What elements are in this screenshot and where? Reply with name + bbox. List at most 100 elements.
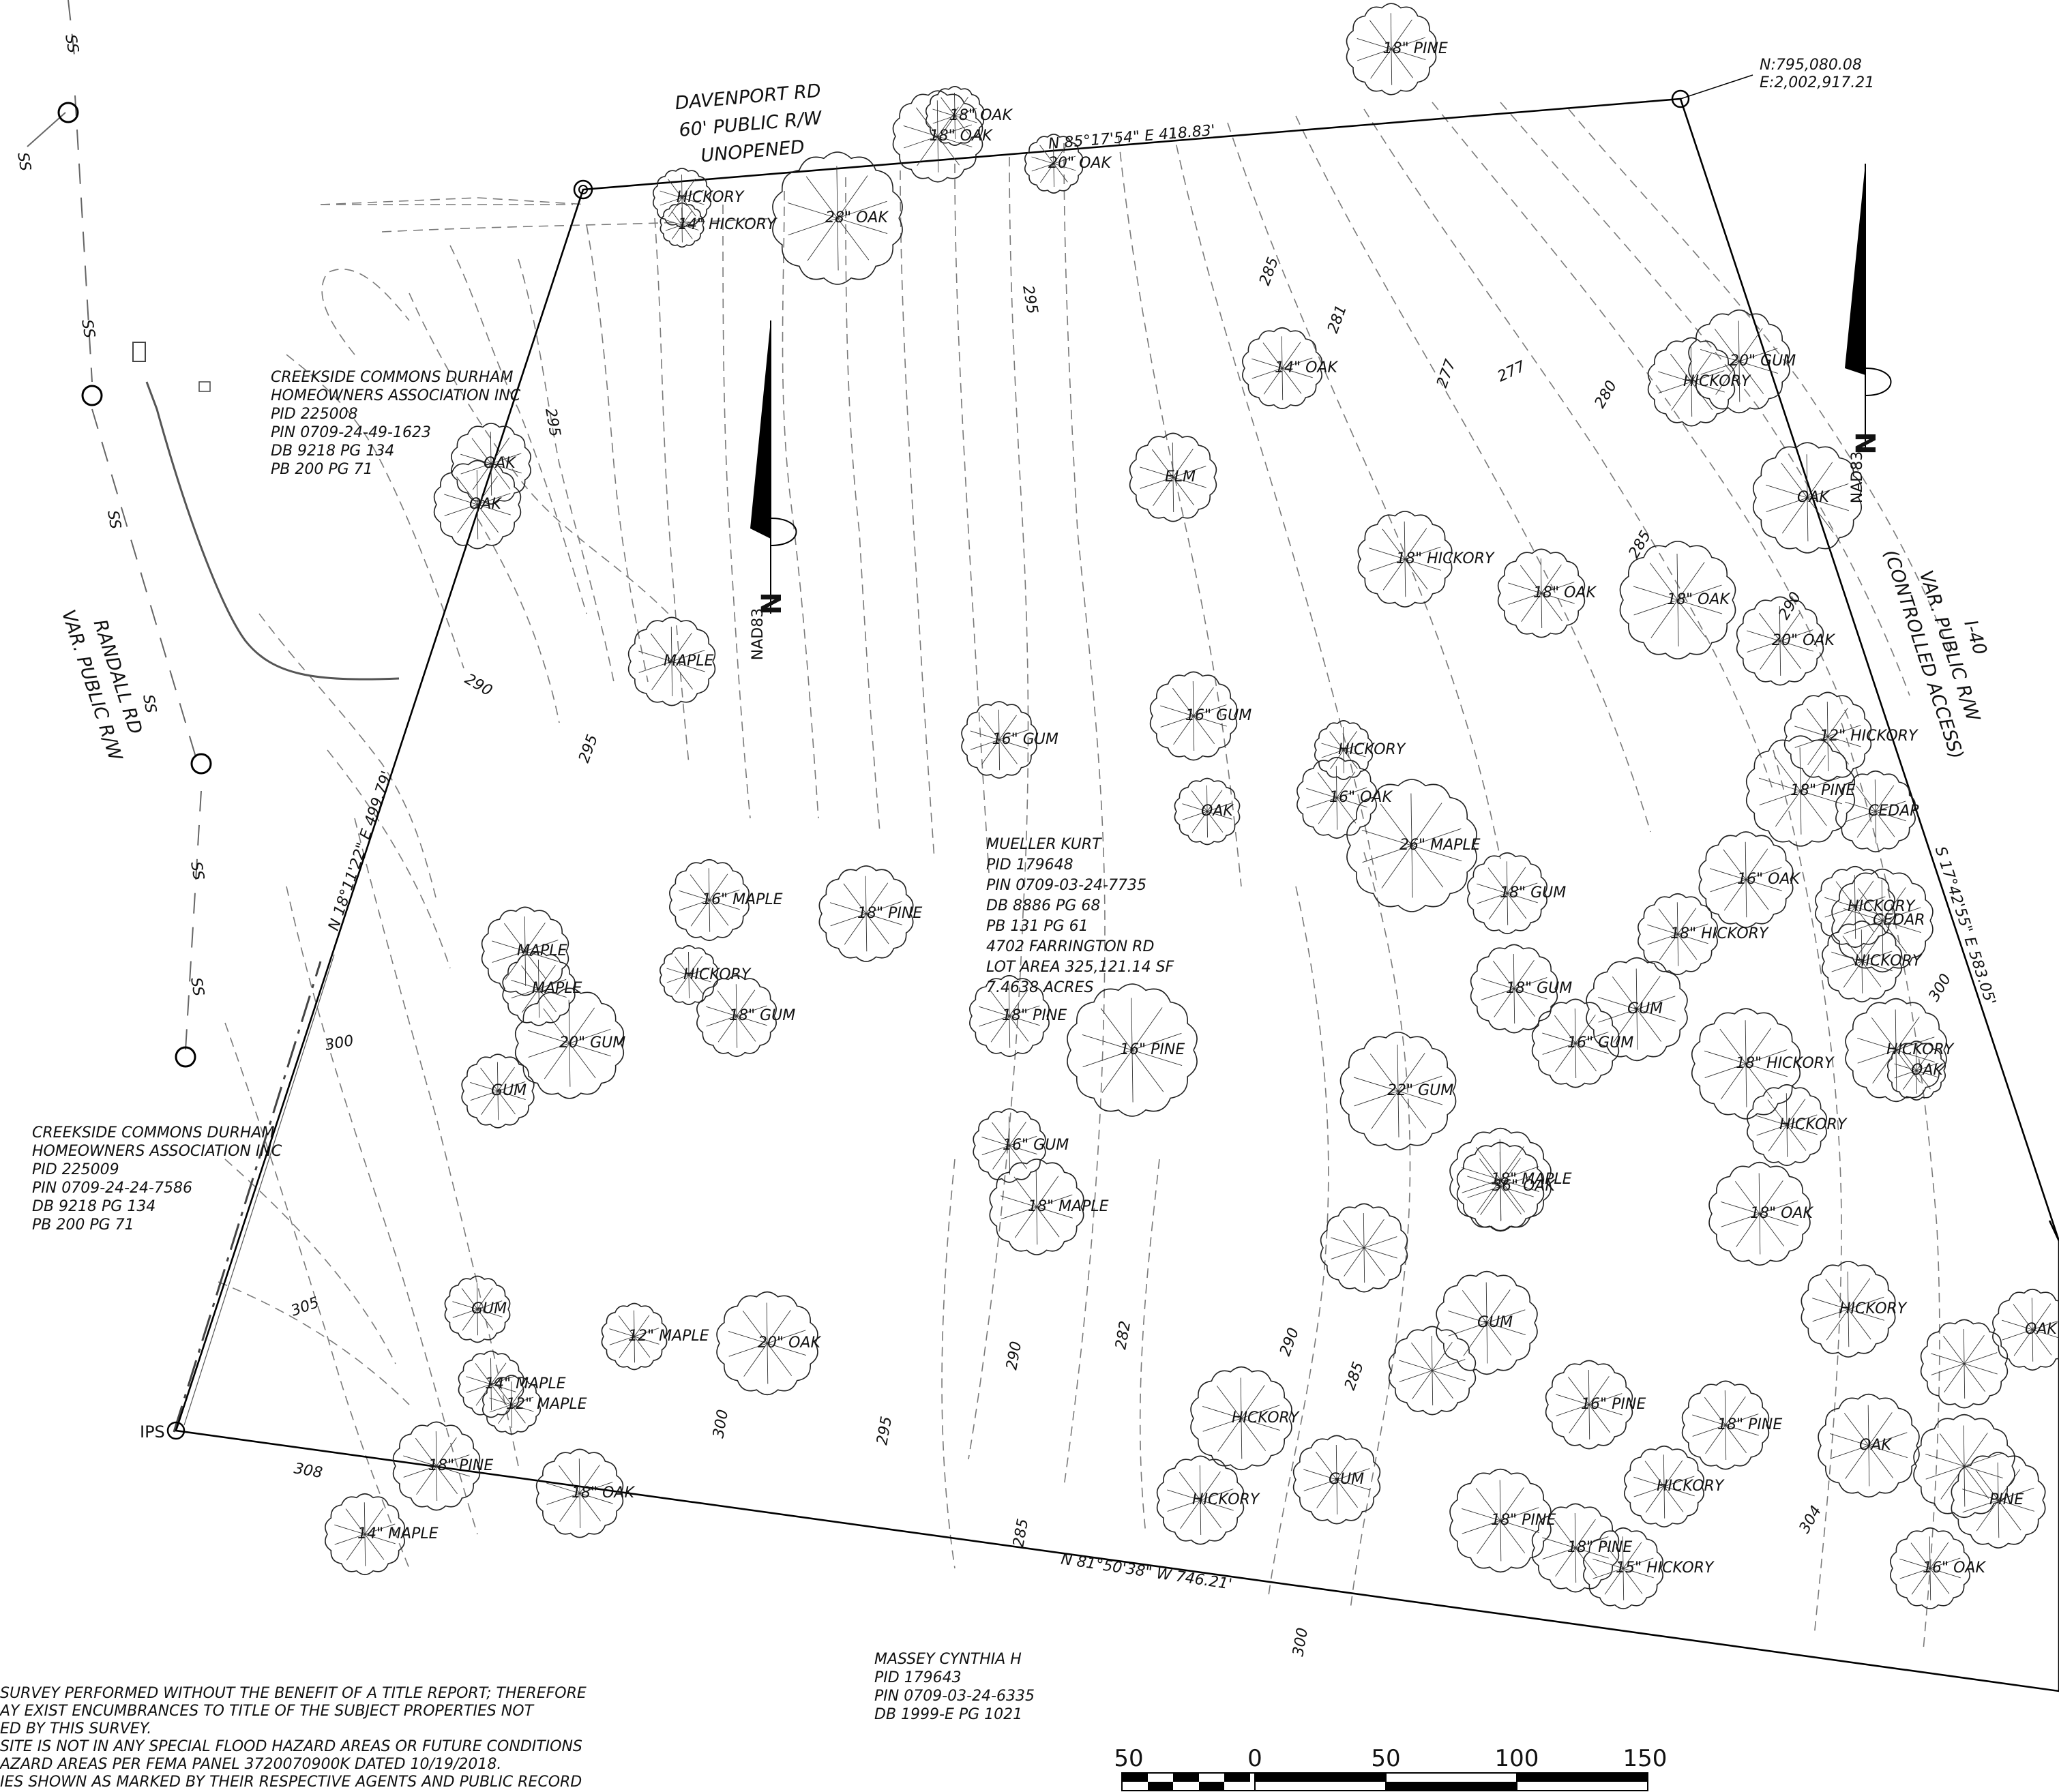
tree-label: 14" MAPLE <box>357 1525 439 1542</box>
creekside_north-line-5: PB 200 PG 71 <box>271 461 373 478</box>
tree-label: 36" OAK <box>1492 1178 1556 1195</box>
tree-label: 12" MAPLE <box>506 1396 587 1413</box>
scale-label-0: 50 <box>1114 1745 1143 1772</box>
tree-label: 28" OAK <box>825 209 889 226</box>
corner-ips-label: IPS <box>140 1422 165 1442</box>
tree-label: HICKORY <box>1839 1300 1908 1317</box>
subject-line-3: DB 8886 PG 68 <box>986 897 1100 914</box>
corner-coordinate-e: E:2,002,917.21 <box>1760 74 1874 91</box>
sewer-label: SS <box>187 861 207 882</box>
tree-label: 18" PINE <box>1383 40 1448 57</box>
tree-label: OAK <box>1797 489 1830 506</box>
tree-label: 16" GUM <box>1185 707 1251 724</box>
subject-line-6: LOT AREA 325,121.14 SF <box>986 959 1174 976</box>
sewer-label: SS <box>61 33 81 55</box>
tree-label: MAPLE <box>517 942 567 959</box>
tree-label: OAK <box>2025 1321 2058 1338</box>
tree-label: 16" GUM <box>1003 1137 1069 1154</box>
creekside_south-line-4: DB 9218 PG 134 <box>32 1198 155 1215</box>
tree-label: 20" OAK <box>1048 155 1112 172</box>
tree-label: 18" MAPLE <box>1028 1198 1109 1215</box>
corner-coordinate-n: N:795,080.08 <box>1760 57 1862 74</box>
tree-label: 18" OAK <box>1667 591 1730 608</box>
tree-label: 18" OAK <box>572 1484 635 1502</box>
tree-label: 18" HICKORY <box>1396 550 1495 567</box>
tree-label: 20" OAK <box>758 1334 821 1352</box>
tree-label: 18" HICKORY <box>1670 925 1769 942</box>
tree-label: HICKORY <box>1657 1478 1725 1495</box>
note-line-5: IES SHOWN AS MARKED BY THEIR RESPECTIVE … <box>0 1774 582 1791</box>
massey-line-1: PID 179643 <box>874 1669 962 1686</box>
tree-label: CEDAR <box>1868 803 1921 820</box>
note-line-3: SITE IS NOT IN ANY SPECIAL FLOOD HAZARD … <box>0 1738 582 1755</box>
tree-label: HICKORY <box>677 189 745 206</box>
tree-label: 20" GUM <box>559 1034 625 1051</box>
note-line-0: SURVEY PERFORMED WITHOUT THE BENEFIT OF … <box>0 1685 587 1702</box>
tree-label: 16" GUM <box>992 731 1058 748</box>
tree-label: 18" PINE <box>1717 1416 1782 1433</box>
tree-label: OAK <box>1859 1437 1892 1454</box>
tree-label: 18" PINE <box>1491 1512 1556 1529</box>
creekside_north-line-1: HOMEOWNERS ASSOCIATION INC <box>271 387 521 404</box>
note-line-2: ED BY THIS SURVEY. <box>0 1720 151 1737</box>
tree-label: HICKORY <box>1192 1491 1260 1508</box>
subject-line-5: 4702 FARRINGTON RD <box>986 938 1154 955</box>
creekside_south-line-5: PB 200 PG 71 <box>32 1216 134 1234</box>
tree-label: 18" PINE <box>428 1457 493 1474</box>
tree-label: 14" OAK <box>1275 359 1338 376</box>
tree-label: 16" OAK <box>1923 1559 1986 1577</box>
tree-label: 18" GUM <box>729 1007 795 1024</box>
tree-label: 20" OAK <box>1772 632 1835 649</box>
sewer-label: SS <box>139 693 159 715</box>
tree-label: ELM <box>1165 468 1196 486</box>
tree-label: HICKORY <box>1779 1116 1848 1133</box>
tree-label: OAK <box>469 496 502 513</box>
tree-label: 16" MAPLE <box>702 891 783 908</box>
tree-label: MAPLE <box>664 653 714 670</box>
massey-line-2: PIN 0709-03-24-6335 <box>874 1688 1035 1705</box>
tree-label: 14" HICKORY <box>678 216 777 233</box>
scale-label-4: 150 <box>1623 1745 1668 1772</box>
sewer-label: SS <box>78 318 98 340</box>
tree-label: 18" OAK <box>1533 584 1597 601</box>
creekside_south-line-2: PID 225009 <box>32 1161 119 1178</box>
tree-label: 16" GUM <box>1567 1034 1633 1051</box>
subject-line-4: PB 131 PG 61 <box>986 918 1088 935</box>
north-datum-1: NAD83 <box>750 608 767 660</box>
creekside_north-line-3: PIN 0709-24-49-1623 <box>271 424 431 441</box>
tree-label: 18" HICKORY <box>1736 1055 1835 1072</box>
sewer-label: SS <box>104 509 123 531</box>
tree-label: 18" PINE <box>857 905 922 922</box>
tree-label: GUM <box>1627 1000 1663 1017</box>
tree-label: 15" HICKORY <box>1616 1559 1715 1577</box>
scale-label-1: 0 <box>1247 1745 1262 1772</box>
note-line-1: AY EXIST ENCUMBRANCES TO TITLE OF THE SU… <box>0 1703 535 1720</box>
subject-line-7: 7.4638 ACRES <box>986 979 1094 996</box>
survey-notes: SURVEY PERFORMED WITHOUT THE BENEFIT OF … <box>0 1685 587 1791</box>
tree-label: OAK <box>484 455 516 472</box>
tree-label: 14" MAPLE <box>485 1375 566 1392</box>
subject-line-2: PIN 0709-03-24-7735 <box>986 877 1146 894</box>
tree-label: 18" OAK <box>930 128 993 145</box>
subject-line-0: MUELLER KURT <box>986 836 1102 853</box>
creekside_south-line-1: HOMEOWNERS ASSOCIATION INC <box>32 1143 282 1160</box>
tree-label: 18" OAK <box>1750 1205 1813 1222</box>
tree-label: 18" GUM <box>1500 884 1566 901</box>
scale-label-3: 100 <box>1495 1745 1539 1772</box>
subject-line-1: PID 179648 <box>986 856 1073 873</box>
tree-label: GUM <box>1477 1314 1513 1331</box>
tree-label: GUM <box>471 1300 507 1317</box>
tree-label: OAK <box>1911 1062 1944 1079</box>
tree-label: 16" OAK <box>1737 871 1801 888</box>
creekside_south-line-3: PIN 0709-24-24-7586 <box>32 1180 192 1197</box>
tree-label: 18" OAK <box>949 107 1013 124</box>
tree-label: GUM <box>491 1082 527 1099</box>
creekside_north-line-4: DB 9218 PG 134 <box>271 443 394 460</box>
note-line-4: AZARD AREAS PER FEMA PANEL 3720070900K D… <box>0 1756 501 1773</box>
massey-line-0: MASSEY CYNTHIA H <box>874 1651 1022 1668</box>
tree-label: GUM <box>1329 1471 1364 1488</box>
tree-label: 16" PINE <box>1120 1041 1185 1058</box>
tree-label: 12" MAPLE <box>628 1328 709 1345</box>
tree-label: HICKORY <box>1683 373 1751 390</box>
